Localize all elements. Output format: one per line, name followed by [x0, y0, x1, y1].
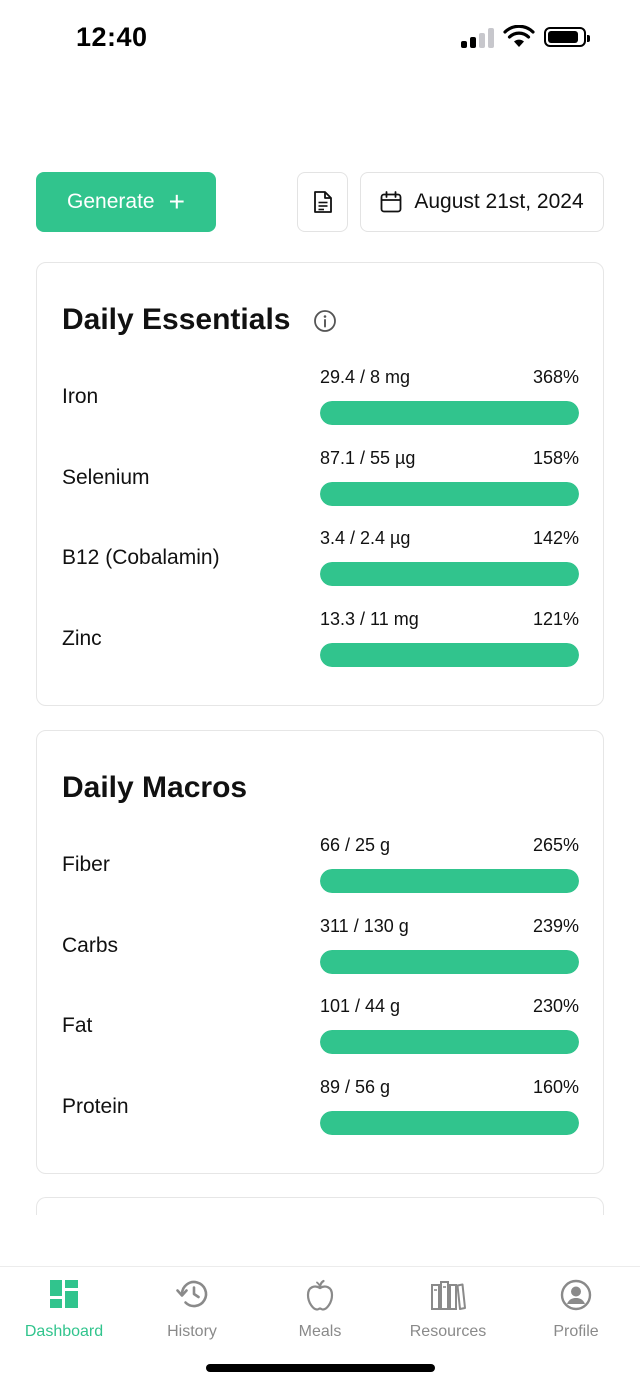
progress-fill: [320, 869, 579, 893]
next-card-peek: [36, 1197, 604, 1217]
profile-icon: [560, 1279, 592, 1311]
nutrient-percent: 121%: [532, 609, 579, 629]
macro-name: Fat: [62, 1014, 93, 1037]
generate-button-label: Generate: [67, 190, 155, 213]
report-button[interactable]: [297, 172, 348, 232]
nutrient-name: B12 (Cobalamin): [62, 546, 220, 569]
macro-percent: 265%: [532, 835, 579, 855]
daily-essentials-card: Daily Essentials Iron 29.4 / 8 mg 368% S…: [36, 262, 604, 706]
macro-amount: 101 / 44 g: [320, 996, 401, 1016]
progress-fill: [320, 401, 579, 425]
progress-bar: [320, 643, 579, 667]
tab-label: Resources: [409, 1323, 487, 1340]
progress-fill: [320, 950, 579, 974]
cellular-signal-icon: [461, 28, 495, 48]
tab-label: Meals: [298, 1323, 342, 1340]
nutrient-percent: 142%: [532, 528, 579, 548]
progress-bar: [320, 950, 579, 974]
calendar-icon: [380, 191, 402, 213]
progress-bar: [320, 401, 579, 425]
nutrient-row-iron: Iron 29.4 / 8 mg 368%: [37, 367, 605, 439]
wifi-icon: [503, 25, 535, 47]
nutrient-amount: 29.4 / 8 mg: [320, 367, 411, 387]
progress-fill: [320, 1030, 579, 1054]
tab-dashboard[interactable]: Dashboard: [0, 1267, 128, 1347]
macro-name: Fiber: [62, 853, 110, 876]
tab-label: History: [167, 1323, 217, 1340]
nutrient-amount: 3.4 / 2.4 µg: [320, 528, 411, 548]
tab-profile[interactable]: Profile: [512, 1267, 640, 1347]
tab-meals[interactable]: Meals: [256, 1267, 384, 1347]
macro-percent: 160%: [532, 1077, 579, 1097]
nutrient-name: Iron: [62, 385, 99, 408]
progress-fill: [320, 482, 579, 506]
home-indicator: [206, 1364, 435, 1372]
progress-fill: [320, 643, 579, 667]
books-icon: [431, 1281, 466, 1310]
tab-label: Dashboard: [24, 1323, 104, 1340]
daily-macros-card: Daily Macros Fiber 66 / 25 g 265% Carbs …: [36, 730, 604, 1174]
nutrient-amount: 13.3 / 11 mg: [320, 609, 419, 629]
progress-bar: [320, 482, 579, 506]
info-icon[interactable]: [313, 309, 337, 333]
dashboard-icon: [50, 1280, 78, 1308]
toolbar: Generate + August 21st, 2024: [36, 172, 604, 232]
card-title: Daily Macros: [62, 771, 248, 804]
nutrient-row-selenium: Selenium 87.1 / 55 µg 158%: [37, 448, 605, 520]
macro-amount: 89 / 56 g: [320, 1077, 391, 1097]
macro-name: Carbs: [62, 934, 119, 957]
progress-bar: [320, 869, 579, 893]
apple-icon: [306, 1279, 334, 1311]
macro-name: Protein: [62, 1095, 129, 1118]
macro-amount: 311 / 130 g: [320, 916, 409, 936]
date-picker-button[interactable]: August 21st, 2024: [360, 172, 604, 232]
tab-label: Profile: [553, 1323, 599, 1340]
plus-icon: +: [168, 186, 185, 217]
progress-bar: [320, 1030, 579, 1054]
tab-resources[interactable]: Resources: [384, 1267, 512, 1347]
progress-fill: [320, 1111, 579, 1135]
macro-amount: 66 / 25 g: [320, 835, 391, 855]
macro-row-carbs: Carbs 311 / 130 g 239%: [37, 916, 605, 988]
document-icon: [313, 191, 332, 213]
battery-icon: [544, 27, 590, 47]
nutrient-row-b12: B12 (Cobalamin) 3.4 / 2.4 µg 142%: [37, 528, 605, 600]
status-bar: 12:40: [0, 0, 640, 80]
nutrient-percent: 158%: [532, 448, 579, 468]
macro-percent: 230%: [532, 996, 579, 1016]
card-title: Daily Essentials: [62, 303, 291, 336]
date-label: August 21st, 2024: [414, 190, 584, 213]
progress-bar: [320, 562, 579, 586]
progress-bar: [320, 1111, 579, 1135]
scroll-mask: [0, 1215, 640, 1267]
nutrient-name: Zinc: [62, 627, 102, 650]
macro-row-fat: Fat 101 / 44 g 230%: [37, 996, 605, 1068]
nutrient-percent: 368%: [532, 367, 579, 387]
nutrient-name: Selenium: [62, 466, 150, 489]
status-time: 12:40: [76, 22, 148, 52]
macro-row-protein: Protein 89 / 56 g 160%: [37, 1077, 605, 1149]
progress-fill: [320, 562, 579, 586]
history-icon: [176, 1280, 208, 1308]
macro-percent: 239%: [532, 916, 579, 936]
nutrient-row-zinc: Zinc 13.3 / 11 mg 121%: [37, 609, 605, 681]
generate-button[interactable]: Generate +: [36, 172, 216, 232]
macro-row-fiber: Fiber 66 / 25 g 265%: [37, 835, 605, 907]
tab-history[interactable]: History: [128, 1267, 256, 1347]
nutrient-amount: 87.1 / 55 µg: [320, 448, 416, 468]
